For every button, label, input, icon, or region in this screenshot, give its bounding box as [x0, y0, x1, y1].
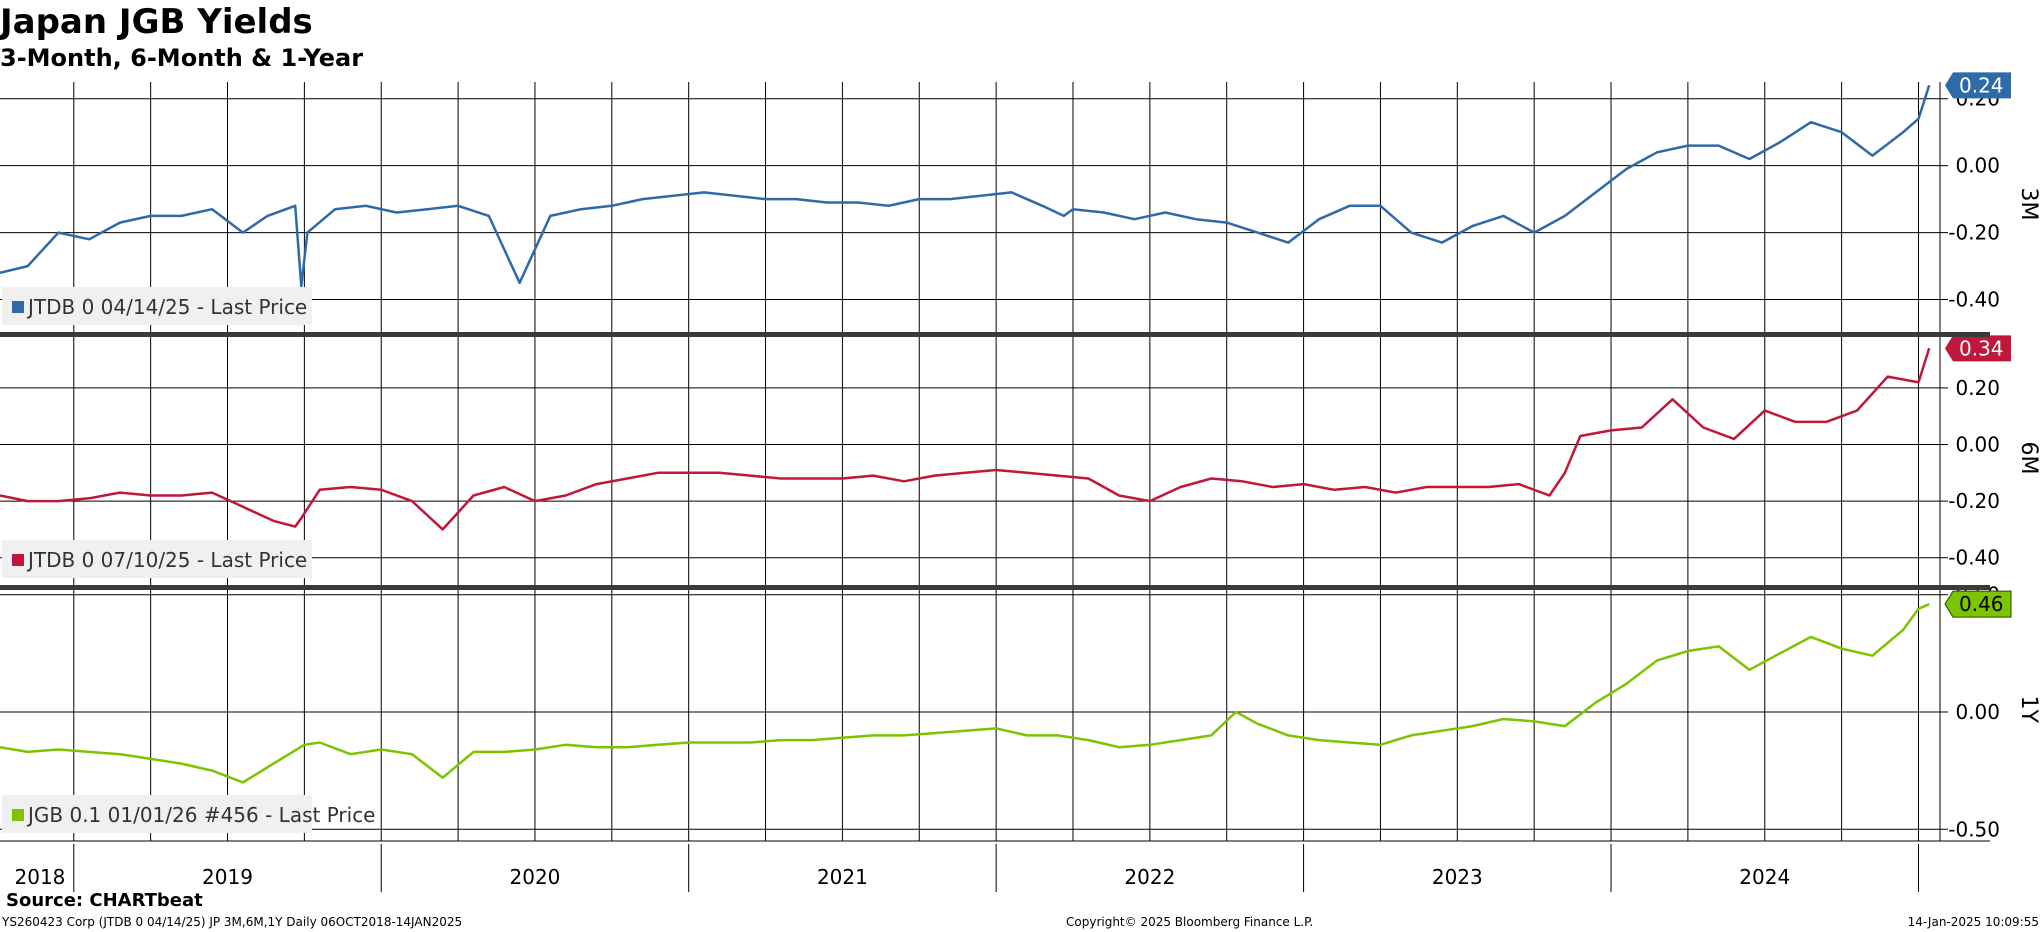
y-tick-label-6m: -0.40	[1948, 546, 2000, 570]
legend-box-6m	[2, 540, 312, 578]
legend-label-1y: JGB 0.1 01/01/26 #456 - Last Price	[26, 803, 376, 827]
panel-label-6m: 6M	[2016, 442, 2041, 475]
y-tick-label-1y: -0.50	[1948, 817, 2000, 841]
x-tick-label-year: 2018	[15, 865, 66, 889]
series-line-3m	[0, 84, 1931, 288]
footer-copyright: Copyright© 2025 Bloomberg Finance L.P.	[1066, 915, 1314, 929]
last-value-badge-6m	[1945, 335, 2011, 362]
panel-separator	[0, 585, 1990, 590]
last-value-label-3m: 0.24	[1959, 73, 2004, 97]
last-value-badge-3m	[1945, 72, 2011, 99]
last-value-label-6m: 0.34	[1959, 336, 2004, 360]
legend-box-3m	[2, 287, 312, 325]
chart-subtitle: 3-Month, 6-Month & 1-Year	[0, 44, 364, 72]
series-line-6m	[0, 347, 1931, 531]
legend-swatch-6m	[12, 554, 24, 566]
y-tick-label-3m: -0.20	[1948, 221, 2000, 245]
x-tick-label-year: 2019	[202, 865, 253, 889]
panel-separator	[0, 332, 1990, 337]
y-tick-label-6m: 0.20	[1955, 376, 2000, 400]
panel-label-3m: 3M	[2016, 188, 2041, 221]
chart-title: Japan JGB Yields	[0, 2, 313, 42]
y-tick-label-6m: 0.00	[1955, 433, 2000, 457]
legend-label-6m: JTDB 0 07/10/25 - Last Price	[26, 548, 307, 572]
x-tick-label-year: 2024	[1739, 865, 1790, 889]
last-value-badge-1y	[1944, 590, 2012, 618]
legend-swatch-1y	[12, 809, 24, 821]
x-tick-label-year: 2022	[1124, 865, 1175, 889]
last-value-label-1y: 0.46	[1959, 592, 2004, 616]
legend-box-1y	[2, 795, 312, 833]
legend-swatch-3m	[12, 301, 24, 313]
x-tick-label-year: 2020	[510, 865, 561, 889]
footer-ticker-info: YS260423 Corp (JTDB 0 04/14/25) JP 3M,6M…	[2, 915, 463, 929]
x-tick-label-year: 2021	[817, 865, 868, 889]
panel-label-1y: 1Y	[2016, 696, 2041, 724]
legend-label-3m: JTDB 0 04/14/25 - Last Price	[26, 295, 307, 319]
source-text: Source: CHARTbeat	[6, 890, 203, 911]
series-line-1y	[0, 602, 1930, 784]
y-tick-label-3m: 0.00	[1955, 154, 2000, 178]
y-tick-label-1y: 0.00	[1955, 700, 2000, 724]
x-tick-label-year: 2023	[1432, 865, 1483, 889]
y-tick-label-3m: -0.40	[1948, 288, 2000, 312]
footer-timestamp: 14-Jan-2025 10:09:55	[1907, 915, 2039, 929]
y-tick-label-6m: -0.20	[1948, 489, 2000, 513]
